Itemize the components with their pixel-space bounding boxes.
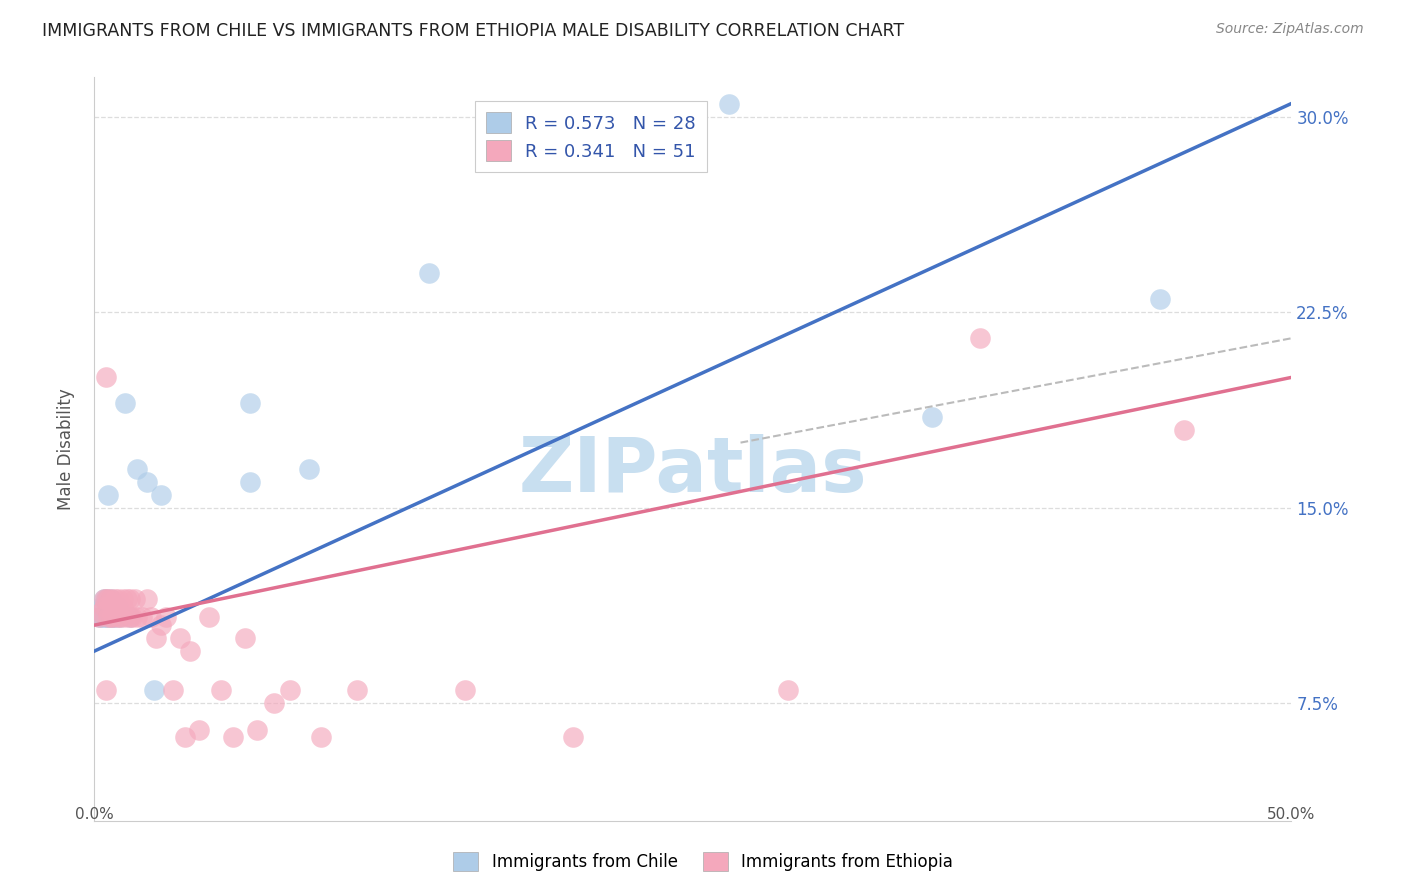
Point [93,592,115,607]
Point [104,610,127,624]
Point [418,266,440,280]
Point [110,610,132,624]
Point [125,461,148,475]
Point [111,592,134,607]
Text: 50.0%: 50.0% [1267,807,1316,822]
Point [179,644,201,658]
Point [311,731,333,745]
Point [107,610,129,624]
Point [110,610,132,624]
Point [97,610,120,624]
Point [222,731,245,745]
Point [114,396,136,410]
Point [124,592,146,607]
Point [118,610,141,624]
Point [94,592,117,607]
Point [93,592,115,607]
Point [198,610,221,624]
Point [117,592,139,607]
Point [135,592,157,607]
Point [778,683,800,698]
Y-axis label: Male Disability: Male Disability [58,388,75,510]
Point [155,610,177,624]
Point [233,632,256,646]
Point [239,475,262,489]
Point [114,610,136,624]
Point [107,592,129,607]
Point [188,723,211,737]
Point [100,610,122,624]
Point [263,697,285,711]
Point [94,592,117,607]
Point [149,488,172,502]
Legend: R = 0.573   N = 28, R = 0.341   N = 51: R = 0.573 N = 28, R = 0.341 N = 51 [475,102,707,172]
Point [561,731,583,745]
Point [118,610,141,624]
Point [921,409,943,424]
Point [169,632,191,646]
Point [100,610,122,624]
Point [125,610,148,624]
Point [298,461,321,475]
Point [94,370,117,384]
Point [87,610,110,624]
Point [121,610,143,624]
Text: Source: ZipAtlas.com: Source: ZipAtlas.com [1216,22,1364,37]
Point [90,599,112,614]
Point [246,723,269,737]
Point [346,683,368,698]
Point [278,683,301,698]
Point [141,610,163,624]
Point [100,592,122,607]
Point [104,599,127,614]
Point [100,592,122,607]
Legend: Immigrants from Chile, Immigrants from Ethiopia: Immigrants from Chile, Immigrants from E… [444,843,962,880]
Point [93,610,115,624]
Point [1173,423,1195,437]
Point [717,96,740,111]
Point [209,683,232,698]
Point [94,683,117,698]
Point [131,610,153,624]
Point [149,618,172,632]
Point [118,592,141,607]
Point [104,592,127,607]
Point [239,396,262,410]
Point [87,610,110,624]
Point [1149,292,1171,306]
Point [97,488,120,502]
Point [135,475,157,489]
Point [101,610,124,624]
Point [90,605,112,619]
Point [969,331,991,345]
Point [97,610,120,624]
Point [107,599,129,614]
Point [145,632,167,646]
Text: ZIPatlas: ZIPatlas [519,434,868,508]
Point [97,592,120,607]
Point [111,599,134,614]
Point [101,610,124,624]
Point [93,599,115,614]
Point [174,731,197,745]
Point [162,683,184,698]
Point [454,683,477,698]
Text: 0.0%: 0.0% [75,807,114,822]
Point [94,610,117,624]
Point [142,683,165,698]
Text: IMMIGRANTS FROM CHILE VS IMMIGRANTS FROM ETHIOPIA MALE DISABILITY CORRELATION CH: IMMIGRANTS FROM CHILE VS IMMIGRANTS FROM… [42,22,904,40]
Point [90,610,112,624]
